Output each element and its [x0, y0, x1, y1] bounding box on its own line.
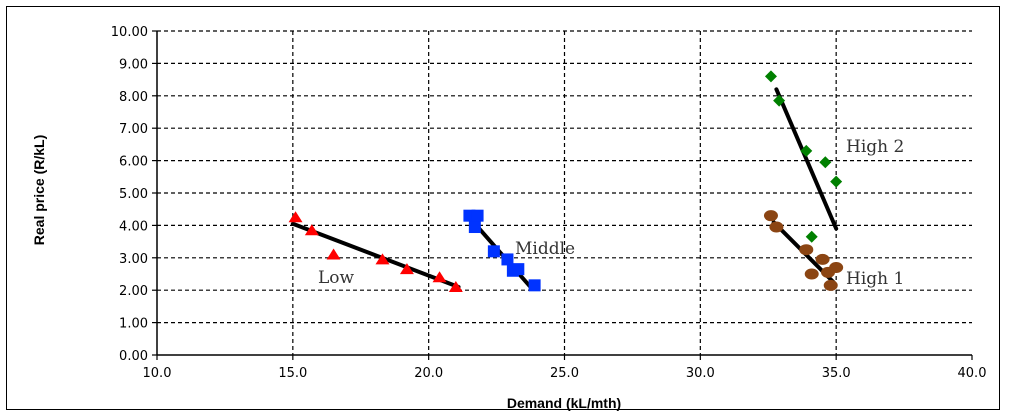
annotation-middle: Middle — [515, 239, 575, 259]
point-high-2 — [773, 94, 786, 107]
axes — [152, 30, 973, 360]
point-low — [432, 271, 447, 283]
point-high-1 — [815, 253, 830, 265]
y-axis-title: Real price (R/kL) — [31, 135, 47, 245]
point-middle — [528, 279, 541, 292]
chart-frame — [6, 6, 1000, 410]
x-tick-label: 35.0 — [822, 366, 851, 381]
point-middle — [487, 245, 500, 258]
y-tick-label: 3.00 — [119, 252, 148, 267]
point-high-2 — [764, 70, 777, 83]
point-high-1 — [829, 262, 844, 274]
point-middle — [512, 263, 525, 276]
point-high-1 — [823, 279, 838, 291]
y-tick-label: 6.00 — [119, 155, 148, 170]
point-high-1 — [799, 244, 814, 256]
y-tick-label: 1.00 — [119, 317, 148, 332]
trend-line-high-2 — [774, 87, 839, 231]
x-tick-label: 30.0 — [686, 366, 715, 381]
tick-labels: 0.00 1.00 2.00 3.00 4.00 5.00 6.00 7.00 8.00 9.00… — [111, 25, 987, 381]
x-axis-title: Demand (kL/mth) — [507, 395, 621, 411]
y-tick-label: 0.00 — [119, 349, 148, 364]
y-tick-label: 5.00 — [119, 187, 148, 202]
point-middle — [468, 221, 481, 234]
point-middle — [471, 209, 484, 222]
data-points — [288, 70, 844, 292]
point-high-2 — [805, 230, 818, 243]
y-tick-label: 9.00 — [119, 57, 148, 72]
annotation-low: Low — [318, 268, 355, 288]
point-high-1 — [769, 221, 784, 233]
annotation-high-1: High 1 — [846, 269, 904, 289]
point-high-1 — [804, 268, 819, 280]
point-low — [326, 248, 341, 260]
y-tick-label: 2.00 — [119, 284, 148, 299]
annotation-high-2: High 2 — [846, 137, 904, 157]
point-low — [304, 224, 319, 236]
x-tick-label: 10.0 — [143, 366, 172, 381]
x-tick-label: 40.0 — [958, 366, 987, 381]
x-tick-label: 15.0 — [278, 366, 307, 381]
x-tick-label: 20.0 — [414, 366, 443, 381]
point-high-2 — [800, 144, 813, 157]
point-middle — [501, 253, 514, 266]
grid-lines — [157, 30, 972, 355]
y-tick-label: 10.00 — [111, 25, 148, 40]
point-high-2 — [819, 156, 832, 169]
series-annotations: Low Middle High 2 High 1 — [318, 137, 904, 289]
point-low — [375, 253, 390, 265]
point-low — [288, 211, 303, 223]
trend-line-low — [290, 221, 461, 289]
point-low — [399, 263, 414, 275]
y-tick-label: 7.00 — [119, 122, 148, 137]
y-tick-label: 4.00 — [119, 219, 148, 234]
x-tick-label: 25.0 — [550, 366, 579, 381]
point-high-2 — [830, 175, 843, 188]
y-tick-label: 8.00 — [119, 90, 148, 105]
point-low — [448, 280, 463, 292]
point-high-1 — [763, 210, 778, 222]
